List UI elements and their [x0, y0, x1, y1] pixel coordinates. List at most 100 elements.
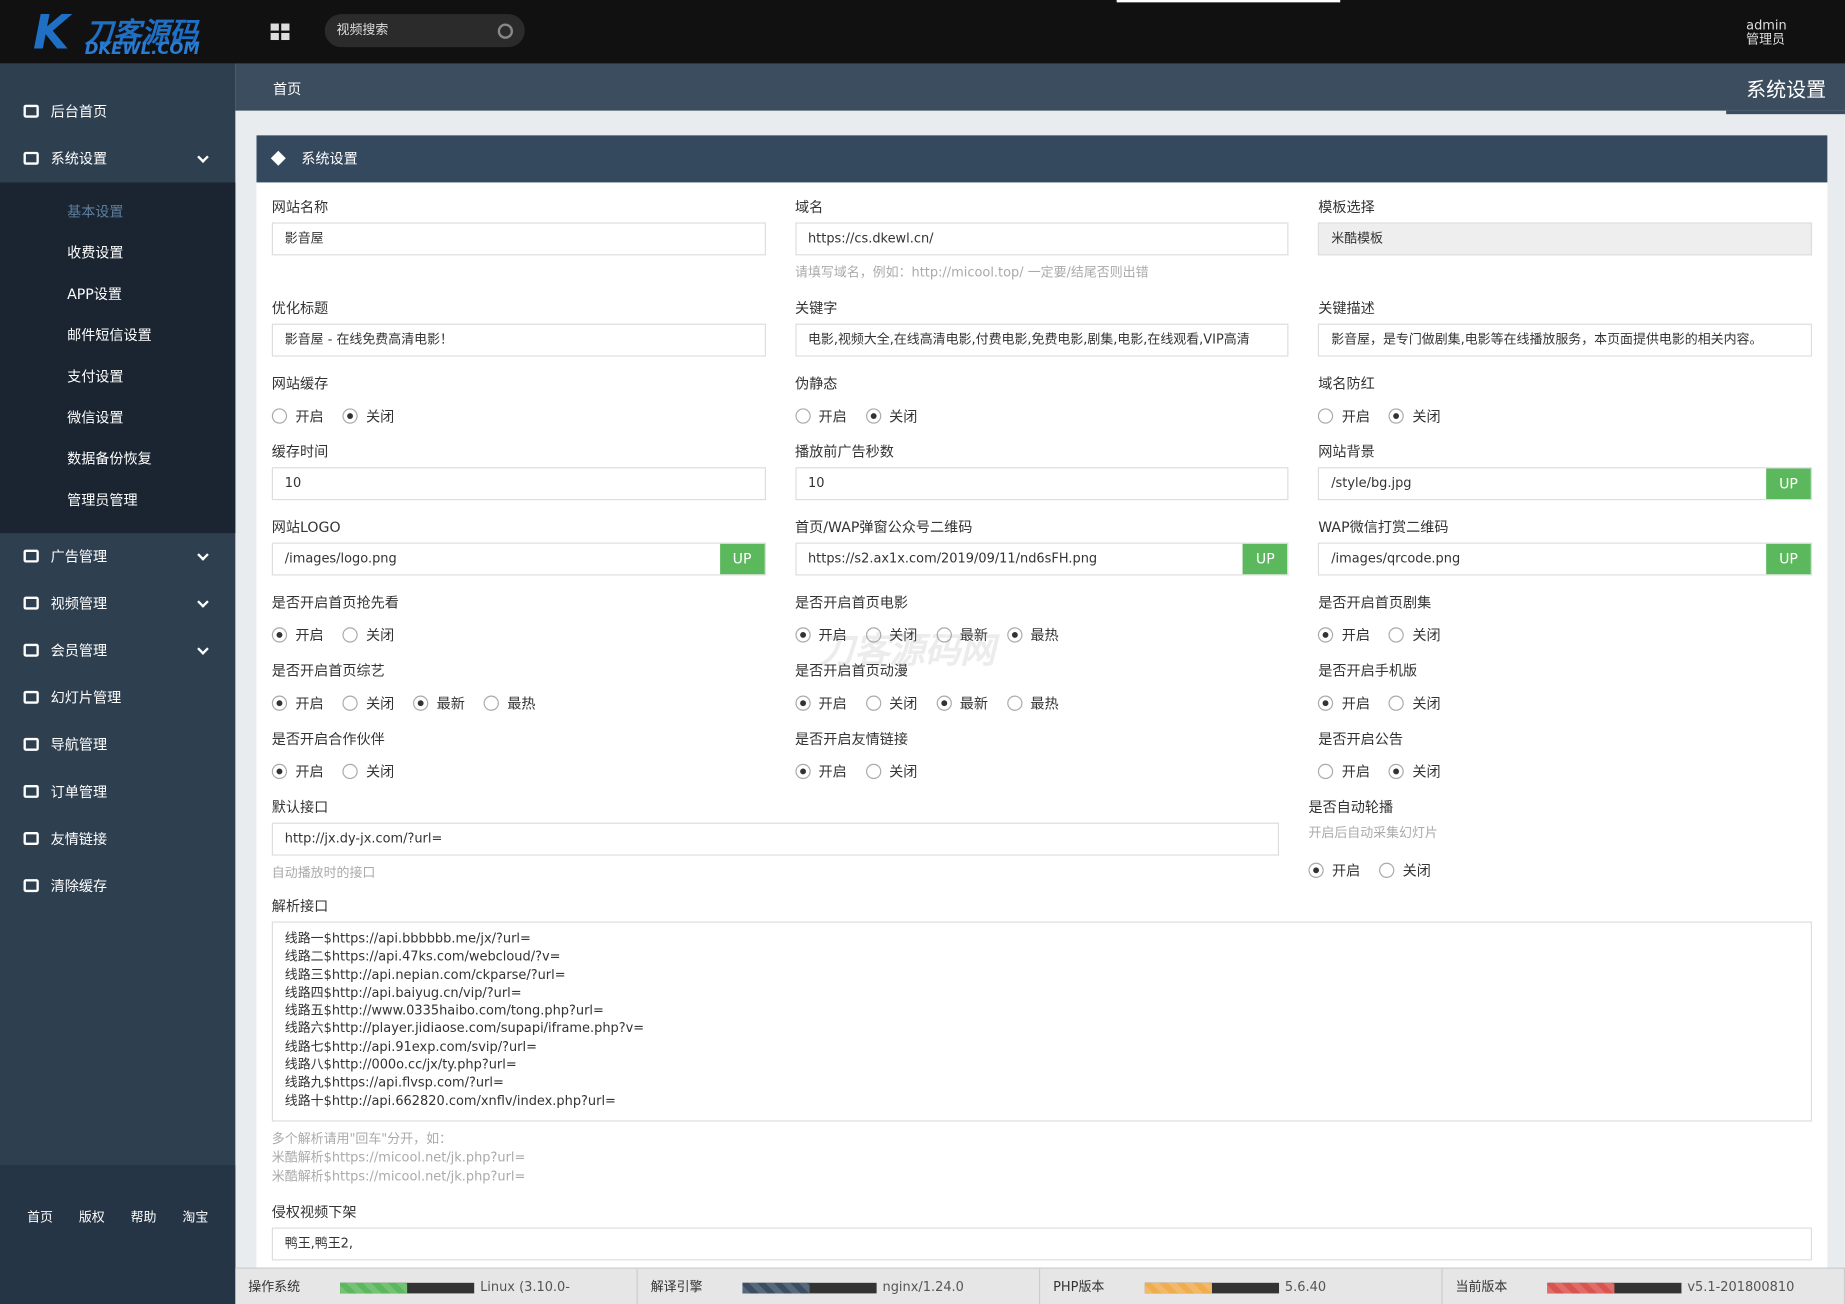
radio-option[interactable]: 关闭: [1388, 405, 1441, 425]
radio-option[interactable]: 关闭: [342, 761, 394, 781]
radio-option[interactable]: 开启: [271, 761, 324, 781]
radio-option[interactable]: 开启: [1308, 860, 1360, 880]
radio-option[interactable]: 关闭: [865, 693, 917, 713]
submenu-item[interactable]: 基本设置: [67, 203, 124, 221]
radio-option[interactable]: 最热: [483, 693, 535, 713]
radio-option[interactable]: 开启: [795, 693, 847, 713]
radio[interactable]: [865, 407, 881, 424]
menu-item[interactable]: 后台首页: [0, 88, 235, 135]
radio-option[interactable]: 关闭: [1388, 693, 1441, 713]
radio-option[interactable]: 开启: [271, 405, 324, 425]
radio[interactable]: [865, 694, 881, 711]
radio[interactable]: [271, 694, 288, 711]
radio-option[interactable]: 关闭: [865, 761, 917, 781]
submenu-item[interactable]: 收费设置: [67, 244, 124, 262]
radio[interactable]: [413, 694, 429, 711]
radio[interactable]: [1379, 862, 1395, 878]
radio-option[interactable]: 开启: [1318, 624, 1370, 644]
menu-toggle[interactable]: [270, 23, 290, 41]
radio-option[interactable]: 开启: [795, 624, 847, 644]
text-input[interactable]: /images/qrcode.png UP: [1318, 542, 1813, 576]
radio[interactable]: [1388, 626, 1405, 642]
radio-option[interactable]: 开启: [1318, 761, 1370, 781]
text-input[interactable]: https://s2.ax1x.com/2019/09/11/nd6sFH.pn…: [795, 542, 1289, 576]
radio[interactable]: [342, 694, 358, 711]
text-input[interactable]: 10: [271, 467, 766, 501]
text-input[interactable]: 10: [795, 467, 1289, 501]
submenu-item[interactable]: 管理员管理: [67, 491, 138, 509]
select[interactable]: 米酷模板: [1318, 222, 1813, 256]
radio[interactable]: [795, 694, 811, 711]
radio-option[interactable]: 关闭: [342, 405, 394, 425]
textarea[interactable]: 线路一$https://api.bbbbbb.me/jx/?url= 线路二$ht…: [271, 921, 1813, 1122]
radio[interactable]: [271, 626, 288, 642]
radio[interactable]: [1308, 862, 1324, 878]
radio[interactable]: [1388, 407, 1405, 424]
menu-item[interactable]: 清除缓存: [0, 863, 235, 910]
radio-option[interactable]: 开启: [795, 405, 847, 425]
menu-item[interactable]: 幻灯片管理: [0, 674, 235, 721]
search-icon[interactable]: [497, 23, 514, 39]
radio-option[interactable]: 最热: [1006, 624, 1059, 644]
menu-item[interactable]: 广告管理: [0, 533, 235, 580]
radio-option[interactable]: 开启: [795, 761, 847, 781]
radio-option[interactable]: 关闭: [865, 405, 917, 425]
footer-link[interactable]: 帮助: [130, 1209, 157, 1226]
radio[interactable]: [271, 763, 288, 779]
menu-item[interactable]: 系统设置: [0, 135, 235, 182]
text-input[interactable]: /images/logo.png UP: [271, 542, 766, 576]
radio[interactable]: [1318, 763, 1334, 779]
radio-option[interactable]: 最新: [413, 693, 465, 713]
submenu-item[interactable]: 邮件短信设置: [67, 327, 152, 344]
radio-option[interactable]: 最热: [1006, 693, 1059, 713]
radio[interactable]: [1388, 763, 1405, 779]
radio-option[interactable]: 开启: [1318, 405, 1370, 425]
menu-item[interactable]: 订单管理: [0, 769, 235, 816]
radio[interactable]: [1006, 694, 1023, 711]
footer-link[interactable]: 淘宝: [182, 1209, 209, 1226]
radio[interactable]: [795, 763, 811, 779]
upload-button[interactable]: UP: [1766, 543, 1811, 575]
radio-option[interactable]: 开启: [271, 693, 324, 713]
radio-option[interactable]: 关闭: [1388, 624, 1441, 644]
radio[interactable]: [1318, 694, 1334, 711]
radio[interactable]: [936, 694, 952, 711]
menu-item[interactable]: 会员管理: [0, 627, 235, 674]
text-input[interactable]: 鸭王,鸭王2,: [271, 1227, 1813, 1261]
radio-option[interactable]: 开启: [1318, 693, 1370, 713]
text-input[interactable]: /style/bg.jpg UP: [1318, 467, 1813, 501]
radio-option[interactable]: 开启: [271, 624, 324, 644]
text-input[interactable]: http://jx.dy-jx.com/?url=: [271, 822, 1280, 856]
radio[interactable]: [795, 626, 811, 642]
submenu-item[interactable]: 微信设置: [67, 409, 124, 427]
radio[interactable]: [865, 626, 881, 642]
radio-option[interactable]: 关闭: [1379, 860, 1431, 880]
submenu-item[interactable]: 数据备份恢复: [67, 450, 152, 468]
radio-option[interactable]: 最新: [936, 693, 988, 713]
text-input[interactable]: 影音屋 - 在线免费高清电影！: [271, 323, 766, 357]
submenu-item[interactable]: APP设置: [67, 285, 123, 303]
menu-item[interactable]: 导航管理: [0, 721, 235, 768]
radio[interactable]: [1318, 407, 1334, 424]
radio-option[interactable]: 关闭: [342, 624, 394, 644]
radio[interactable]: [342, 763, 358, 779]
upload-button[interactable]: UP: [1242, 543, 1288, 575]
menu-item[interactable]: 友情链接: [0, 816, 235, 863]
radio-option[interactable]: 关闭: [1388, 761, 1441, 781]
text-input[interactable]: 影音屋，是专门做剧集,电影等在线播放服务，本页面提供电影的相关内容。: [1318, 323, 1813, 357]
radio[interactable]: [795, 407, 811, 424]
radio[interactable]: [1318, 626, 1334, 642]
upload-button[interactable]: UP: [719, 543, 765, 575]
upload-button[interactable]: UP: [1766, 468, 1811, 500]
radio-option[interactable]: 关闭: [865, 624, 917, 644]
radio[interactable]: [483, 694, 499, 711]
footer-link[interactable]: 版权: [78, 1209, 105, 1226]
menu-item[interactable]: 视频管理: [0, 580, 235, 627]
radio[interactable]: [1388, 694, 1405, 711]
text-input[interactable]: 电影,视频大全,在线高清电影,付费电影,免费电影,剧集,电影,在线观看,VIP高…: [795, 323, 1289, 357]
footer-link[interactable]: 首页: [27, 1209, 53, 1226]
submenu-item[interactable]: 支付设置: [67, 368, 124, 385]
radio[interactable]: [342, 407, 358, 424]
search-box[interactable]: 视频搜索: [324, 14, 525, 48]
text-input[interactable]: 影音屋: [271, 222, 766, 256]
